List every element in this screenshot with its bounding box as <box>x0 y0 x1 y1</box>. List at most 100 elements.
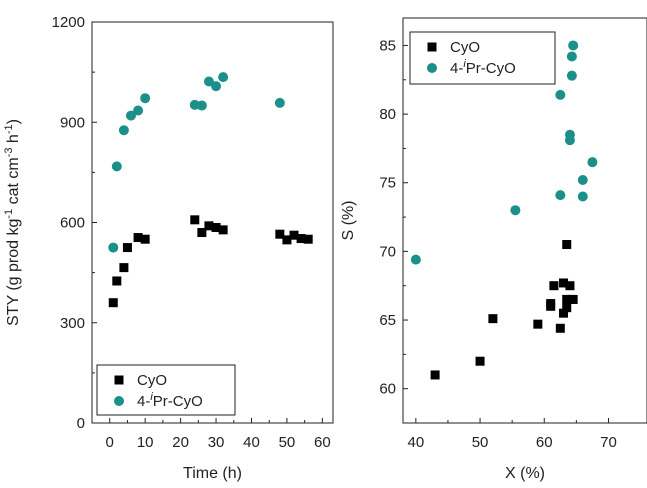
x-tick-label: 0 <box>106 434 114 451</box>
ipr-cyo-point <box>118 125 129 136</box>
y-tick-label: 300 <box>60 315 85 332</box>
y-tick-label: 85 <box>379 37 396 54</box>
cyo-point <box>282 235 292 245</box>
y-tick-label: 600 <box>60 215 85 232</box>
cyo-point <box>119 263 129 273</box>
legend-label: CyO <box>137 372 167 389</box>
cyo-point <box>488 314 498 324</box>
cyo-point <box>562 240 572 250</box>
legend-box <box>96 364 236 416</box>
legend-marker-ipr-cyo <box>427 63 437 73</box>
cyo-point <box>108 298 118 308</box>
ipr-cyo-point <box>196 100 207 111</box>
y-axis-label: S (%) <box>340 201 357 241</box>
cyo-point <box>546 301 556 311</box>
y-tick-label: 75 <box>379 175 396 192</box>
y-label-superscript: -3 <box>3 148 15 158</box>
x-tick-label: 50 <box>472 434 489 451</box>
y-tick-label: 0 <box>77 415 85 432</box>
ipr-cyo-point <box>577 175 588 185</box>
legend-marker-cyo <box>427 42 437 52</box>
legend-label: CyO <box>450 39 480 56</box>
y-axis-label: STY (g prod kg-1 cat cm-3 h-1) <box>3 119 22 326</box>
ipr-cyo-point <box>211 81 222 92</box>
y-tick-label: 80 <box>379 106 396 123</box>
cyo-point <box>197 228 207 238</box>
legend-box <box>409 31 556 85</box>
x-tick-label: 60 <box>536 434 553 451</box>
ipr-cyo-point <box>410 254 421 265</box>
cyo-point <box>122 243 132 253</box>
selectivity-vs-conversion-panel: 40 50 60 70 60 65 70 75 80 85 X (%) S (%) CyO 4-iP… <box>340 17 647 482</box>
y-tick-label: 900 <box>60 114 85 131</box>
y-tick-label: 60 <box>379 381 396 398</box>
x-tick-label: 40 <box>243 434 260 451</box>
plot-frame <box>402 17 647 424</box>
y-tick-label: 70 <box>379 243 396 260</box>
ipr-cyo-point <box>564 135 575 146</box>
legend-marker-cyo <box>114 375 124 385</box>
data-points <box>108 72 313 308</box>
cyo-point <box>204 221 214 231</box>
tick-labels: 40 50 60 70 60 65 70 75 80 85 <box>379 37 617 451</box>
ipr-cyo-point <box>274 97 285 108</box>
x-tick-label: 40 <box>407 434 424 451</box>
cyo-point <box>559 278 569 288</box>
cyo-point <box>190 215 200 225</box>
cyo-point <box>559 308 569 318</box>
ipr-cyo-point <box>577 191 588 202</box>
cyo-point <box>112 276 122 286</box>
ipr-cyo-point <box>218 72 229 83</box>
x-tick-label: 30 <box>208 434 225 451</box>
cyo-point <box>296 234 306 244</box>
y-tick-label: 65 <box>379 312 396 329</box>
ipr-cyo-point <box>111 161 122 172</box>
x-axis-label: X (%) <box>505 465 545 482</box>
y-label-superscript: -1 <box>3 209 15 219</box>
y-tick-label: 1200 <box>52 14 85 31</box>
x-axis-label: Time (h) <box>183 465 242 482</box>
ipr-cyo-point <box>568 40 579 51</box>
ipr-cyo-point <box>108 242 119 253</box>
ipr-cyo-point <box>133 105 144 116</box>
ipr-cyo-point <box>566 51 577 62</box>
cyo-point <box>565 281 575 291</box>
y-label-part: ) <box>5 119 22 124</box>
ipr-cyo-point <box>555 89 566 100</box>
cyo-point <box>555 323 565 333</box>
ipr-cyo-point <box>587 157 598 168</box>
x-tick-label: 50 <box>279 434 296 451</box>
cyo-point <box>562 303 572 313</box>
cyo-point <box>275 229 285 239</box>
cyo-point <box>533 319 543 329</box>
cyo-point <box>430 370 440 380</box>
ipr-cyo-point <box>555 190 566 201</box>
y-label-part: cat cm <box>5 157 22 209</box>
cyo-point <box>475 356 485 366</box>
ipr-cyo-point <box>140 93 151 104</box>
ipr-cyo-point <box>125 110 136 121</box>
x-tick-label: 60 <box>314 434 331 451</box>
legend-label: 4-iPr-CyO <box>137 391 203 410</box>
cyo-point <box>211 223 221 233</box>
cyo-point <box>133 233 143 243</box>
cyo-point <box>549 281 559 291</box>
x-tick-label: 10 <box>137 434 154 451</box>
legend: CyO 4-iPr-CyO <box>409 31 556 85</box>
cyo-point <box>289 230 299 240</box>
y-label-part: STY (g prod kg <box>5 219 22 326</box>
ipr-cyo-point <box>566 70 577 81</box>
legend-label: 4-iPr-CyO <box>450 58 516 77</box>
cyo-point <box>140 234 150 244</box>
ipr-cyo-point <box>203 76 214 87</box>
y-label-superscript: -1 <box>3 124 15 134</box>
ipr-cyo-point <box>510 205 521 216</box>
x-tick-label: 70 <box>600 434 617 451</box>
cyo-point <box>568 294 578 304</box>
legend: CyO 4-iPr-CyO <box>96 364 236 416</box>
cyo-point <box>303 234 313 244</box>
legend-marker-ipr-cyo <box>114 396 124 406</box>
